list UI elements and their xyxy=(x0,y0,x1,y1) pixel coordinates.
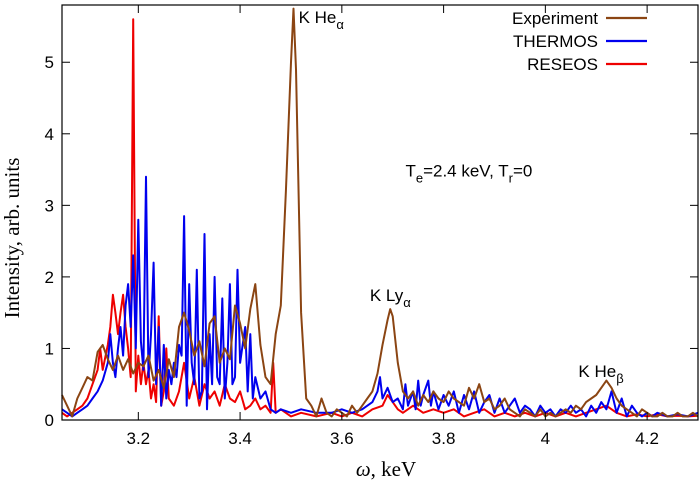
x-tick-label: 3.4 xyxy=(228,429,252,448)
series-line-experiment xyxy=(61,7,699,418)
k-ly-alpha-label: K Lyα xyxy=(370,286,411,310)
y-tick-label: 4 xyxy=(45,125,54,144)
peak-annotations: K Heα K Lyα K Heβ Te=2.4 keV, Tr=0 xyxy=(299,8,624,386)
y-tick-label: 1 xyxy=(45,339,54,358)
plot-frame xyxy=(61,4,699,421)
legend-label-experiment: Experiment xyxy=(512,9,598,28)
x-tick-label: 3.2 xyxy=(126,429,150,448)
x-tick-label: 3.6 xyxy=(330,429,354,448)
axis-tick-labels: 3.2 3.4 3.6 3.8 4 4.2 0 1 2 3 4 5 xyxy=(45,53,659,448)
x-axis-title: ω, keV xyxy=(356,457,416,481)
conditions-label: Te=2.4 keV, Tr=0 xyxy=(405,162,532,186)
y-tick-label: 5 xyxy=(45,53,54,72)
x-tick-label: 4.2 xyxy=(635,429,659,448)
legend: Experiment THERMOS RESEOS xyxy=(512,9,647,74)
y-tick-label: 3 xyxy=(45,196,54,215)
legend-label-thermos: THERMOS xyxy=(513,32,598,51)
y-tick-label: 0 xyxy=(45,411,54,430)
y-tick-label: 2 xyxy=(45,268,54,287)
k-he-beta-label: K Heβ xyxy=(578,362,623,386)
x-tick-label: 3.8 xyxy=(432,429,456,448)
x-tick-label: 4 xyxy=(541,429,550,448)
y-axis-title: Intensity, arb. units xyxy=(0,158,24,319)
k-he-alpha-label: K Heα xyxy=(299,8,345,32)
series-lines xyxy=(61,7,699,418)
legend-label-reseos: RESEOS xyxy=(527,55,598,74)
axis-ticks xyxy=(62,5,698,421)
